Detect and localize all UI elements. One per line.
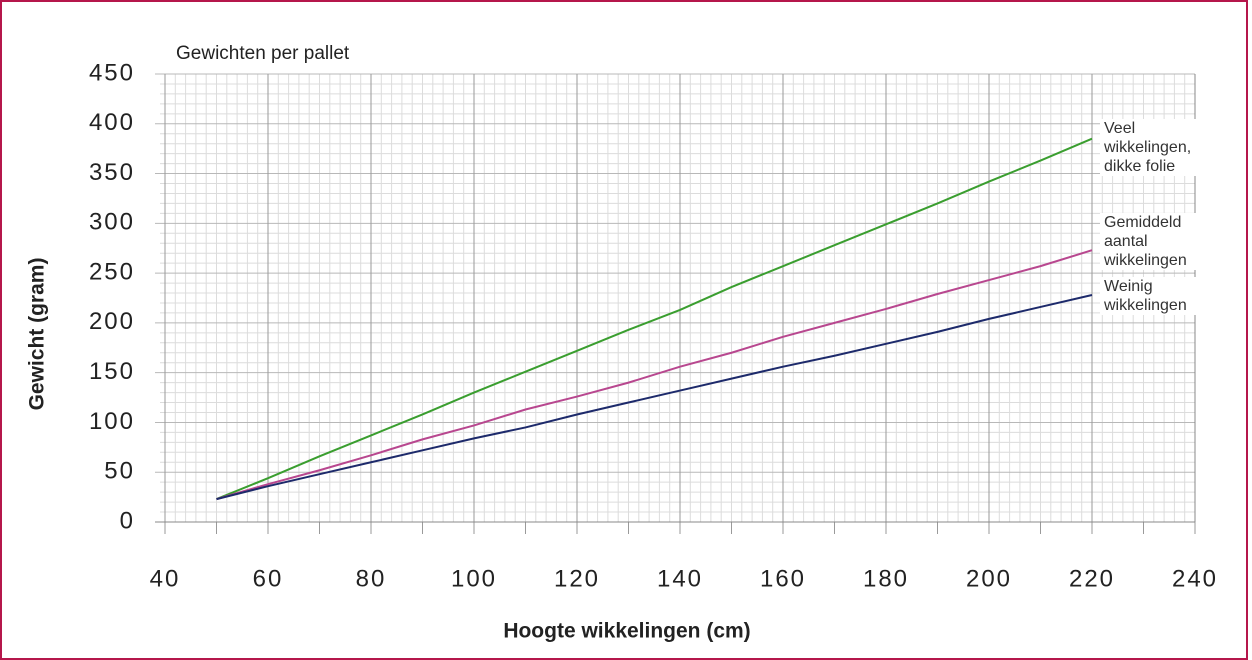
y-tick-label: 0 xyxy=(120,507,135,534)
x-axis-label: Hoogte wikkelingen (cm) xyxy=(503,620,750,643)
x-tick-label: 240 xyxy=(1172,565,1218,592)
x-tick-label: 80 xyxy=(356,565,387,592)
series-line xyxy=(216,137,1093,501)
x-tick-label: 140 xyxy=(657,565,703,592)
series-line xyxy=(216,294,1093,501)
y-tick-label: 450 xyxy=(89,59,135,86)
x-tick-label: 40 xyxy=(150,565,181,592)
chart-title: Gewichten per pallet xyxy=(176,43,350,64)
x-tick-label: 200 xyxy=(966,565,1012,592)
y-tick-label: 400 xyxy=(89,109,135,136)
y-tick-label: 50 xyxy=(104,458,135,485)
y-tick-label: 150 xyxy=(89,358,135,385)
x-tick-label: 60 xyxy=(253,565,284,592)
series-label: Weinig wikkelingen xyxy=(1100,277,1216,315)
x-tick-label: 120 xyxy=(554,565,600,592)
series-label: Veel wikkelingen, dikke folie xyxy=(1100,118,1216,176)
series-label: Gemiddeld aantal wikkelingen xyxy=(1100,213,1216,271)
y-tick-label: 200 xyxy=(89,308,135,335)
x-tick-label: 160 xyxy=(760,565,806,592)
y-tick-label: 300 xyxy=(89,209,135,236)
series-line xyxy=(216,249,1093,501)
x-tick-label: 180 xyxy=(863,565,909,592)
y-tick-label: 350 xyxy=(89,159,135,186)
y-axis-label: Gewicht (gram) xyxy=(26,258,49,411)
x-tick-label: 100 xyxy=(451,565,497,592)
y-tick-label: 100 xyxy=(89,408,135,435)
y-tick-label: 250 xyxy=(89,258,135,285)
x-tick-label: 220 xyxy=(1069,565,1115,592)
